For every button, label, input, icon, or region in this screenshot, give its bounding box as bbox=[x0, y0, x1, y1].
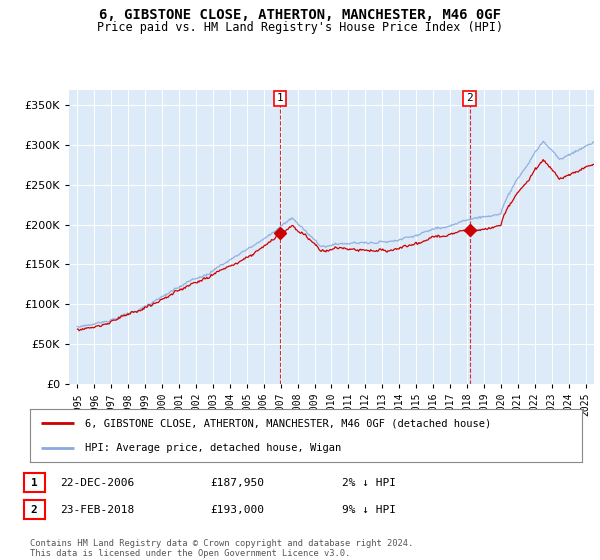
Text: 2: 2 bbox=[31, 505, 38, 515]
Text: Contains HM Land Registry data © Crown copyright and database right 2024.
This d: Contains HM Land Registry data © Crown c… bbox=[30, 539, 413, 558]
Text: 6, GIBSTONE CLOSE, ATHERTON, MANCHESTER, M46 0GF (detached house): 6, GIBSTONE CLOSE, ATHERTON, MANCHESTER,… bbox=[85, 418, 491, 428]
Text: HPI: Average price, detached house, Wigan: HPI: Average price, detached house, Wiga… bbox=[85, 442, 341, 452]
Text: Price paid vs. HM Land Registry's House Price Index (HPI): Price paid vs. HM Land Registry's House … bbox=[97, 21, 503, 34]
Text: £187,950: £187,950 bbox=[210, 478, 264, 488]
Text: 22-DEC-2006: 22-DEC-2006 bbox=[60, 478, 134, 488]
Text: 1: 1 bbox=[277, 94, 284, 104]
Text: 23-FEB-2018: 23-FEB-2018 bbox=[60, 505, 134, 515]
Text: 6, GIBSTONE CLOSE, ATHERTON, MANCHESTER, M46 0GF: 6, GIBSTONE CLOSE, ATHERTON, MANCHESTER,… bbox=[99, 8, 501, 22]
Text: 9% ↓ HPI: 9% ↓ HPI bbox=[342, 505, 396, 515]
Text: 1: 1 bbox=[31, 478, 38, 488]
Text: £193,000: £193,000 bbox=[210, 505, 264, 515]
Text: 2% ↓ HPI: 2% ↓ HPI bbox=[342, 478, 396, 488]
Text: 2: 2 bbox=[466, 94, 473, 104]
